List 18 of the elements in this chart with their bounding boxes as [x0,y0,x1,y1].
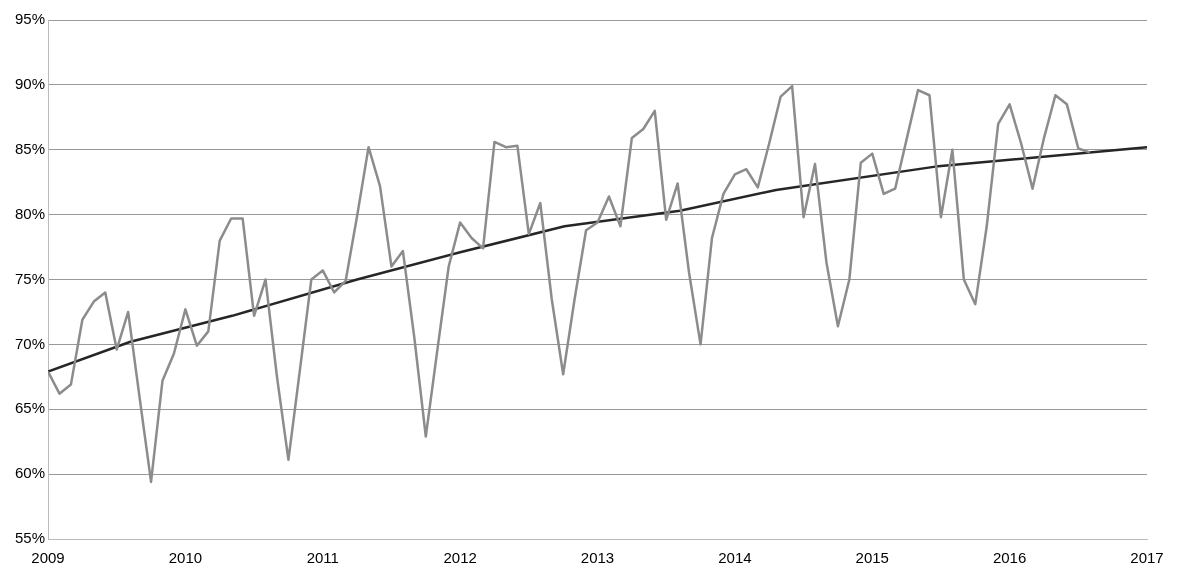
x-tick-label: 2010 [168,549,203,567]
y-tick-label: 55% [14,529,46,547]
x-tick-label: 2015 [855,549,889,567]
y-tick-label: 90% [14,75,46,93]
y-tick-label: 65% [14,399,46,417]
y-tick-label: 75% [14,269,46,287]
y-tick-label: 85% [14,139,46,157]
y-tick-label: 95% [14,10,46,28]
x-tick-label: 2011 [306,549,339,567]
x-tick-label: 2009 [31,549,65,567]
y-tick-label: 80% [14,204,46,222]
x-tick-label: 2014 [718,549,752,567]
y-tick-label: 70% [14,334,46,352]
x-tick-label: 2013 [580,549,615,567]
x-tick-label: 2016 [992,549,1027,567]
x-tick-label: 2017 [1130,549,1164,567]
x-tick-label: 2012 [443,549,477,567]
y-tick-label: 60% [14,464,46,482]
